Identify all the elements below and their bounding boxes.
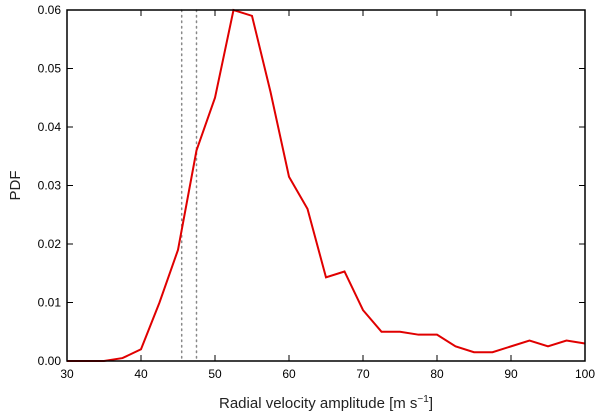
y-tick-label: 0.05 — [38, 62, 62, 76]
y-axis-title: PDF — [7, 171, 24, 201]
y-tick-label: 0.01 — [38, 296, 62, 310]
y-tick-label: 0.04 — [38, 120, 62, 134]
y-tick-label: 0.00 — [38, 354, 62, 368]
x-axis-title-end: ] — [429, 395, 433, 412]
x-tick-label: 60 — [282, 367, 296, 381]
reference-lines — [180, 9, 198, 362]
x-tick-label: 70 — [356, 367, 370, 381]
y-axis: 0.00 0.01 0.02 0.03 0.04 0.05 0.06 — [38, 3, 585, 368]
x-tick-label: 80 — [430, 367, 444, 381]
y-tick-label: 0.06 — [38, 3, 62, 17]
series-group — [67, 8, 586, 362]
series-line-0 — [67, 8, 586, 362]
x-tick-label: 100 — [575, 367, 595, 381]
x-tick-label: 40 — [134, 367, 148, 381]
x-tick-label: 50 — [208, 367, 222, 381]
x-tick-label: 30 — [60, 367, 74, 381]
x-axis: 30 40 50 60 70 80 90 100 — [60, 10, 595, 381]
y-tick-label: 0.02 — [38, 237, 62, 251]
y-tick-label: 0.03 — [38, 179, 62, 193]
plot-frame — [66, 9, 586, 362]
x-tick-label: 90 — [504, 367, 518, 381]
x-axis-title-main: Radial velocity amplitude [m s — [219, 395, 417, 412]
x-axis-title: Radial velocity amplitude [m s−1] — [219, 394, 433, 412]
x-axis-title-superscript: −1 — [417, 394, 429, 405]
